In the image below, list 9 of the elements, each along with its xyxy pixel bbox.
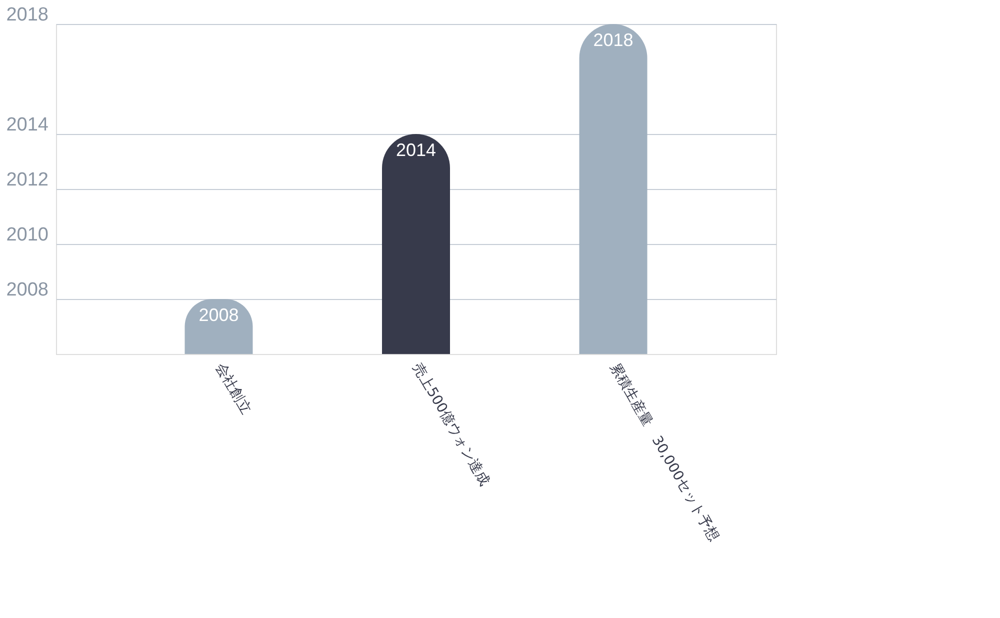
data-label: 2018 (593, 30, 634, 50)
data-label: 2008 (198, 305, 239, 325)
y-tick-label: 2018 (6, 4, 48, 26)
y-tick-label: 2008 (6, 280, 48, 300)
y-tick-label: 2014 (6, 114, 49, 136)
y-tick-label: 2012 (6, 170, 48, 190)
y-tick-label: 2010 (6, 224, 48, 246)
x-tick-label: 会社創立 (212, 360, 254, 417)
data-label: 2014 (396, 140, 436, 160)
